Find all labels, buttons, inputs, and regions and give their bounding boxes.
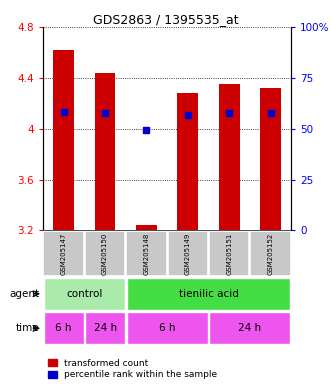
Text: GSM205147: GSM205147 [61, 232, 67, 275]
Text: 24 h: 24 h [238, 323, 261, 333]
Bar [44, 278, 125, 310]
Bar [167, 231, 208, 276]
Bar [53, 50, 74, 230]
Text: 6 h: 6 h [56, 323, 72, 333]
Legend: transformed count, percentile rank within the sample: transformed count, percentile rank withi… [48, 359, 217, 379]
Bar [126, 313, 208, 344]
Bar [250, 231, 291, 276]
Bar [126, 231, 167, 276]
Text: GSM205148: GSM205148 [143, 232, 150, 275]
Bar [43, 231, 84, 276]
Text: GDS2863 / 1395535_at: GDS2863 / 1395535_at [93, 13, 238, 26]
Bar [209, 231, 250, 276]
Bar [136, 225, 157, 230]
Bar [177, 93, 198, 230]
Bar [260, 88, 281, 230]
Bar [85, 313, 125, 344]
Text: 24 h: 24 h [94, 323, 117, 333]
Text: agent: agent [10, 289, 40, 299]
Text: 6 h: 6 h [159, 323, 175, 333]
Text: time: time [16, 323, 40, 333]
Bar [126, 278, 291, 310]
Text: GSM205151: GSM205151 [226, 232, 232, 275]
Text: GSM205150: GSM205150 [102, 232, 108, 275]
Bar [85, 231, 125, 276]
Text: GSM205149: GSM205149 [185, 232, 191, 275]
Bar [219, 84, 240, 230]
Bar [209, 313, 291, 344]
Bar [44, 313, 83, 344]
Text: GSM205152: GSM205152 [267, 232, 274, 275]
Bar [95, 73, 116, 230]
Text: control: control [66, 289, 103, 299]
Text: tienilic acid: tienilic acid [179, 289, 238, 299]
